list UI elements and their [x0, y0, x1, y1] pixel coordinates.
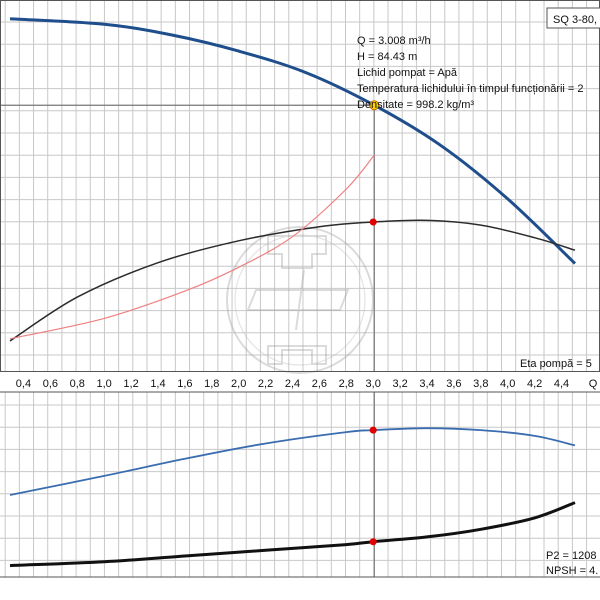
x-tick-label: 2,8 — [339, 378, 354, 390]
info-head: H = 84.43 m — [357, 51, 417, 63]
x-tick-label: 3,0 — [366, 378, 381, 390]
x-tick-label: 3,4 — [419, 378, 434, 390]
npsh-label: NPSH = 4. — [546, 565, 598, 577]
x-tick-label: 4,2 — [527, 378, 542, 390]
p2-curve — [9, 427, 576, 496]
x-tick-label: 0,6 — [43, 378, 58, 390]
product-label-box — [546, 7, 600, 29]
x-tick-label: 2,2 — [258, 378, 273, 390]
info-flow: Q = 3.008 m³/h — [357, 35, 431, 47]
lower-grid — [0, 392, 600, 577]
system-curve — [9, 154, 375, 340]
eta-label: Eta pompă = 5 — [520, 358, 592, 370]
info-temperature: Temperatura lichidului în timpul funcțio… — [357, 83, 584, 95]
product-label: SQ 3-80, — [553, 14, 597, 26]
info-liquid: Lichid pompat = Apă — [357, 67, 458, 79]
head-curve — [9, 17, 577, 265]
x-axis-ticks: 0,4 0,6 0,8 1,0 1,2 1,4 1,6 1,8 2,0 2,2 2,4 2,6 2,8 3… — [16, 378, 598, 390]
npsh-marker — [369, 538, 377, 546]
p2-marker — [369, 426, 377, 434]
watermark-logo — [226, 226, 374, 374]
eta-curve — [9, 219, 576, 342]
x-tick-label: 0,4 — [16, 378, 31, 390]
x-tick-label: 3,6 — [446, 378, 461, 390]
upper-curves — [0, 17, 577, 371]
x-tick-label: 3,8 — [473, 378, 488, 390]
x-tick-label: 1,8 — [204, 378, 219, 390]
p2-label: P2 = 1208 — [546, 550, 596, 562]
operating-point-marker — [369, 100, 380, 111]
upper-grid — [0, 0, 600, 371]
npsh-curve — [9, 501, 576, 568]
eta-marker — [369, 218, 377, 226]
x-tick-label: 4,4 — [554, 378, 569, 390]
x-axis-label: Q — [589, 378, 598, 390]
x-tick-label: 2,4 — [285, 378, 300, 390]
lower-curves — [9, 392, 576, 577]
x-tick-label: 2,6 — [312, 378, 327, 390]
x-tick-label: 4,0 — [500, 378, 515, 390]
x-tick-label: 1,2 — [123, 378, 138, 390]
x-tick-label: 1,0 — [97, 378, 112, 390]
x-tick-label: 2,0 — [231, 378, 246, 390]
x-tick-label: 1,4 — [150, 378, 165, 390]
x-tick-label: 3,2 — [392, 378, 407, 390]
x-tick-label: 1,6 — [177, 378, 192, 390]
x-tick-label: 0,8 — [70, 378, 85, 390]
info-density: Densitate = 998.2 kg/m³ — [357, 99, 474, 111]
